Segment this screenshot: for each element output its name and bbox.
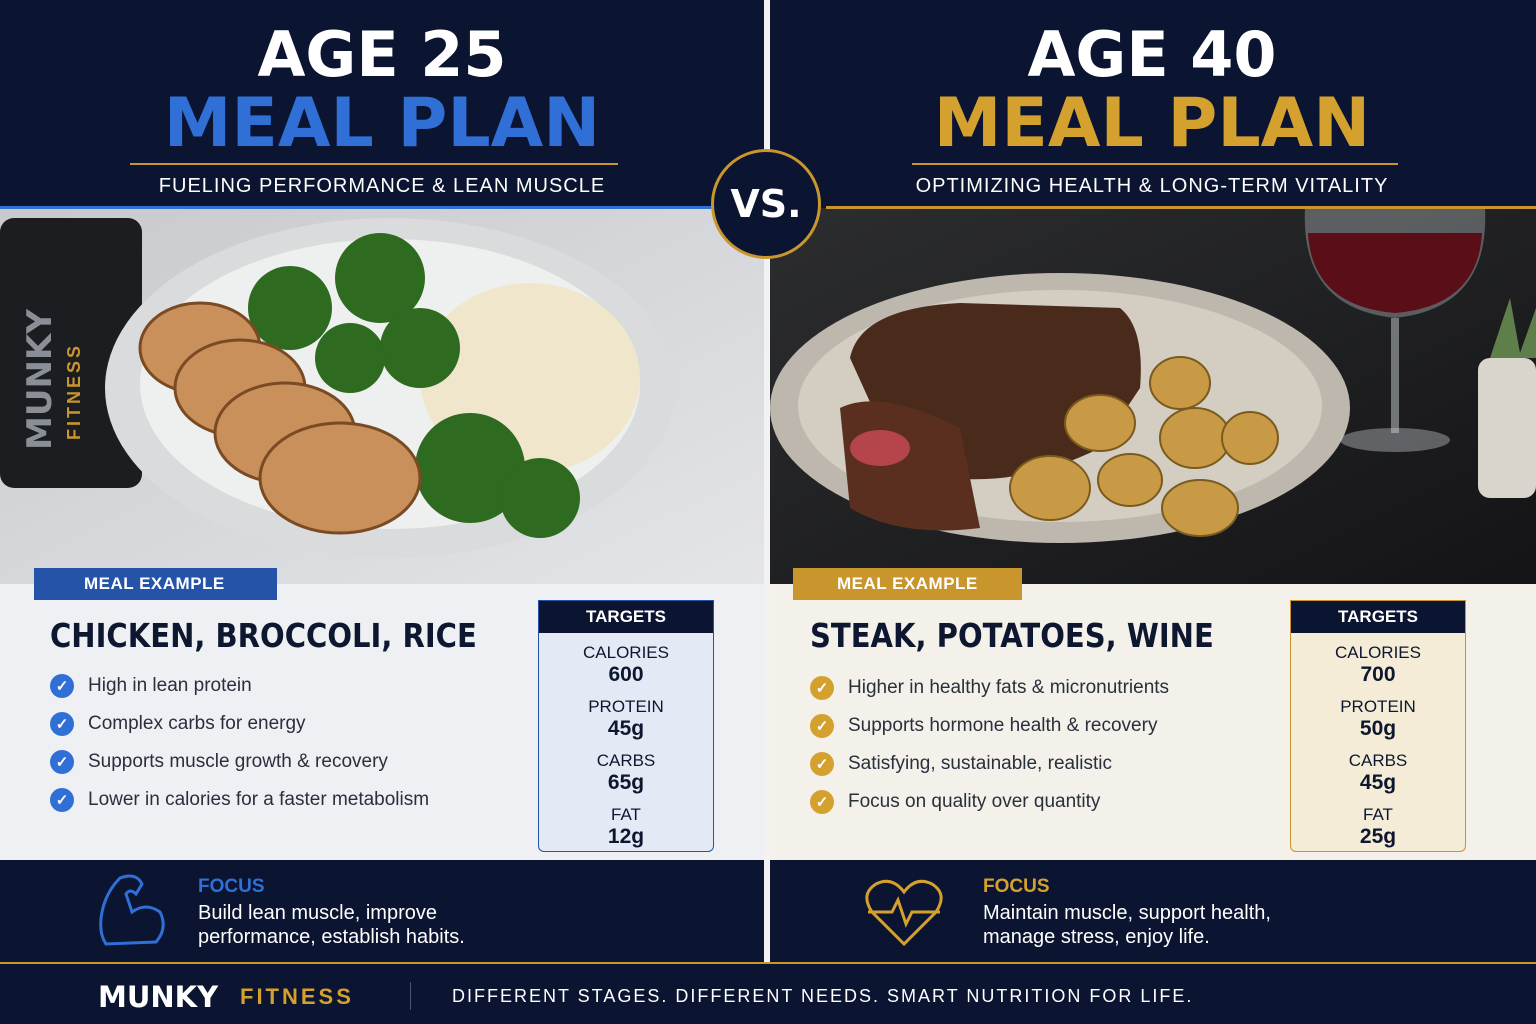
points: ✓ Higher in healthy fats & micronutrients… — [810, 674, 1169, 816]
point: ✓ Lower in calories for a faster metaboli… — [50, 786, 429, 814]
target-label: PROTEIN — [1340, 697, 1416, 716]
check-icon: ✓ — [50, 788, 74, 812]
check-icon: ✓ — [810, 714, 834, 738]
meal-title: STEAK, POTATOES, WINE — [810, 616, 1214, 655]
check-icon: ✓ — [50, 674, 74, 698]
meal-badge: MEAL EXAMPLE — [34, 568, 277, 600]
subtitle: OPTIMIZING HEALTH & LONG-TERM VITALITY — [915, 175, 1389, 197]
target: FAT 25g — [1291, 795, 1465, 849]
target: PROTEIN 45g — [539, 687, 713, 741]
point: ✓ Supports muscle growth & recovery — [50, 748, 429, 776]
check-icon: ✓ — [810, 676, 834, 700]
check-icon: ✓ — [810, 790, 834, 814]
check-icon: ✓ — [50, 750, 74, 774]
point-text: Higher in healthy fats & micronutrients — [848, 677, 1170, 698]
point: ✓ Supports hormone health & recovery — [810, 712, 1169, 740]
heart-icon — [865, 879, 943, 947]
target: CALORIES 600 — [539, 633, 713, 687]
target: CARBS 65g — [539, 741, 713, 795]
point-text: Satisfying, sustainable, realistic — [848, 753, 1113, 774]
point: ✓ Higher in healthy fats & micronutrients — [810, 674, 1169, 702]
footer-brand: MUNKY — [98, 980, 219, 1014]
footer-tagline: DIFFERENT STAGES. DIFFERENT NEEDS. SMART… — [452, 986, 1194, 1006]
target-label: CALORIES — [1335, 643, 1421, 662]
point-text: Focus on quality over quantity — [848, 791, 1101, 812]
target-label: CARBS — [1348, 751, 1408, 770]
meal-badge: MEAL EXAMPLE — [793, 568, 1022, 600]
target-label: FAT — [611, 805, 641, 824]
points: ✓ High in lean protein ✓ Complex carbs for… — [50, 672, 429, 814]
focus-text: Build lean muscle, improve performance, … — [198, 902, 465, 948]
targets-heading: TARGETS — [539, 601, 713, 633]
meal-title: CHICKEN, BROCCOLI, RICE — [50, 616, 477, 655]
rule — [826, 206, 1536, 209]
target-label: CALORIES — [583, 643, 669, 662]
footer-brand-accent: FITNESS — [240, 984, 354, 1009]
point: ✓ Focus on quality over quantity — [810, 788, 1169, 816]
footer-rule — [0, 962, 1536, 964]
rule — [0, 206, 712, 209]
shaker-accent: FITNESS — [64, 342, 84, 440]
targets-heading: TARGETS — [1291, 601, 1465, 633]
subtitle: FUELING PERFORMANCE & LEAN MUSCLE — [158, 175, 606, 197]
target: PROTEIN 50g — [1291, 687, 1465, 741]
check-icon: ✓ — [50, 712, 74, 736]
rule — [130, 163, 618, 165]
target: CARBS 45g — [1291, 741, 1465, 795]
point-text: Complex carbs for energy — [88, 713, 306, 734]
point: ✓ High in lean protein — [50, 672, 429, 700]
point-text: Supports hormone health & recovery — [848, 715, 1158, 736]
muscle-icon — [99, 874, 165, 946]
focus-heading: FOCUS — [983, 876, 1050, 897]
title-line1: AGE 25 — [257, 18, 507, 91]
target-value: 25g — [1359, 825, 1397, 848]
shaker-brand: MUNKY — [20, 309, 60, 450]
rule — [912, 163, 1398, 165]
target-value: 700 — [1360, 663, 1396, 686]
point: ✓ Complex carbs for energy — [50, 710, 429, 738]
point-text: High in lean protein — [88, 675, 252, 696]
target-value: 45g — [607, 717, 645, 740]
check-icon: ✓ — [810, 752, 834, 776]
target-value: 50g — [1359, 717, 1397, 740]
target: FAT 12g — [539, 795, 713, 849]
focus-heading: FOCUS — [198, 876, 265, 897]
target-value: 12g — [607, 825, 645, 848]
vs-badge: VS. — [711, 149, 821, 259]
point: ✓ Satisfying, sustainable, realistic — [810, 750, 1169, 778]
target-value: 600 — [608, 663, 644, 686]
photos — [0, 208, 1536, 584]
target-value: 45g — [1359, 771, 1397, 794]
focus-text: Maintain muscle, support health, manage … — [983, 902, 1271, 948]
point-text: Supports muscle growth & recovery — [88, 751, 388, 772]
title-line2: MEAL PLAN — [163, 84, 601, 163]
target-value: 65g — [607, 771, 645, 794]
targets-box: TARGETS CALORIES 700 PROTEIN 50g CARBS 45g … — [1290, 600, 1466, 852]
targets-box: TARGETS CALORIES 600 PROTEIN 45g CARBS 65g … — [538, 600, 714, 852]
target-label: CARBS — [596, 751, 656, 770]
target: CALORIES 700 — [1291, 633, 1465, 687]
target-label: PROTEIN — [588, 697, 664, 716]
title-line1: AGE 40 — [1027, 18, 1277, 91]
footer-divider — [410, 982, 411, 1010]
title-line2: MEAL PLAN — [933, 84, 1371, 163]
target-label: FAT — [1363, 805, 1393, 824]
divider — [764, 0, 770, 962]
point-text: Lower in calories for a faster metabolis… — [88, 789, 430, 810]
